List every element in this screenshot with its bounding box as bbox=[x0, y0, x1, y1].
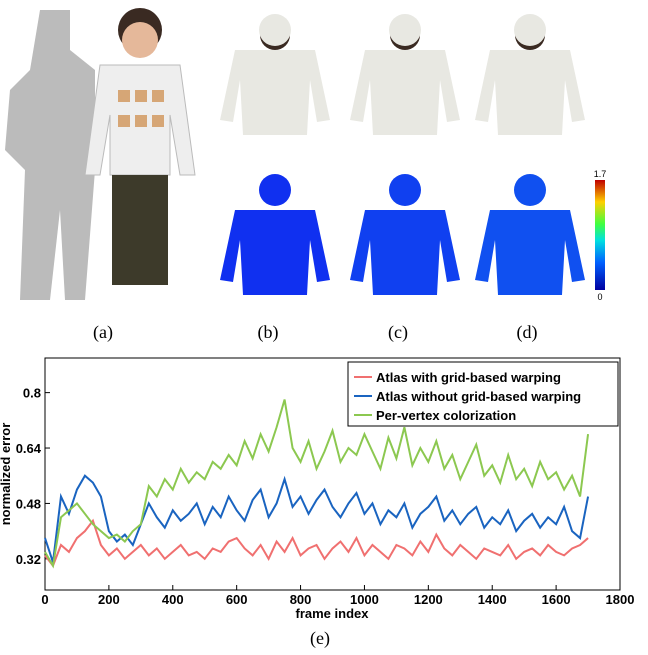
colorbar-tick-label: 1.7 bbox=[594, 169, 607, 179]
x-tick-label: 1800 bbox=[606, 592, 635, 607]
x-tick-label: 400 bbox=[162, 592, 184, 607]
x-tick-label: 1000 bbox=[350, 592, 379, 607]
panel-caption: (c) bbox=[388, 322, 408, 343]
x-tick-label: 200 bbox=[98, 592, 120, 607]
y-tick-label: 0.32 bbox=[16, 552, 41, 567]
chart-caption: (e) bbox=[310, 628, 330, 649]
panel-caption: (d) bbox=[517, 322, 538, 343]
legend-label: Atlas with grid-based warping bbox=[376, 370, 561, 385]
legend-label: Atlas without grid-based warping bbox=[376, 389, 581, 404]
x-tick-label: 600 bbox=[226, 592, 248, 607]
x-tick-label: 1600 bbox=[542, 592, 571, 607]
panel-caption: (a) bbox=[93, 322, 113, 343]
x-tick-label: 800 bbox=[290, 592, 312, 607]
error-maps bbox=[220, 174, 605, 295]
y-tick-label: 0.48 bbox=[16, 496, 41, 511]
colorbar bbox=[595, 180, 605, 290]
panel-caption: (b) bbox=[258, 322, 279, 343]
figure: frame index normalized error (e) (a) (b) (… bbox=[0, 0, 648, 655]
photo-a bbox=[5, 8, 195, 300]
x-axis-label: frame index bbox=[296, 606, 370, 621]
x-tick-label: 1200 bbox=[414, 592, 443, 607]
x-tick-label: 0 bbox=[41, 592, 48, 607]
y-tick-label: 0.64 bbox=[16, 441, 42, 456]
legend-label: Per-vertex colorization bbox=[376, 408, 516, 423]
y-axis-label: normalized error bbox=[0, 423, 13, 526]
colorbar-tick-label: 0 bbox=[597, 292, 602, 302]
photos-bcd bbox=[220, 14, 585, 135]
series-line bbox=[45, 476, 588, 563]
x-tick-label: 1400 bbox=[478, 592, 507, 607]
y-tick-label: 0.8 bbox=[23, 386, 41, 401]
series-line bbox=[45, 521, 588, 566]
